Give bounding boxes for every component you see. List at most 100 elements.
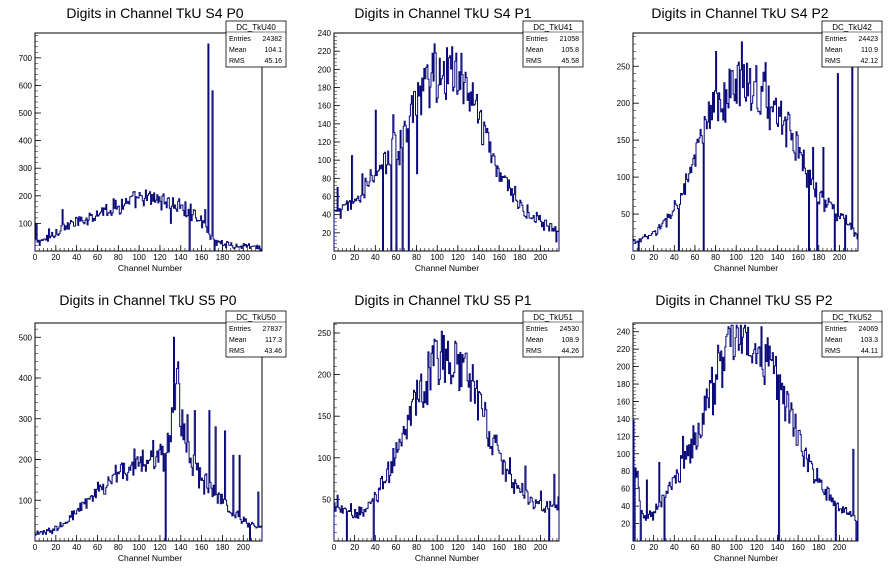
stats-name: DC_TkU40 <box>236 23 276 32</box>
y-tick-label: 200 <box>617 99 631 108</box>
y-tick-label: 250 <box>318 329 332 338</box>
x-tick-label: 100 <box>730 253 744 262</box>
stats-mean-label: Mean <box>825 337 843 344</box>
y-tick-label: 200 <box>19 192 33 201</box>
y-tick-label: 300 <box>19 415 33 424</box>
stats-mean-label: Mean <box>229 337 247 344</box>
x-tick-label: 0 <box>332 543 337 552</box>
y-tick-label: 20 <box>322 229 331 238</box>
x-tick-label: 180 <box>513 543 527 552</box>
x-tick-label: 20 <box>350 543 359 552</box>
y-tick-label: 150 <box>617 136 631 145</box>
y-tick-label: 40 <box>621 502 630 511</box>
y-tick-label: 100 <box>318 454 332 463</box>
y-tick-label: 120 <box>318 138 332 147</box>
x-axis-label: Channel Number <box>118 553 182 563</box>
x-tick-label: 0 <box>332 253 337 262</box>
y-tick-label: 220 <box>617 345 631 354</box>
y-tick-label: 150 <box>318 412 332 421</box>
stats-box <box>821 310 883 358</box>
x-tick-label: 80 <box>412 543 421 552</box>
plot-frame <box>333 322 560 542</box>
x-tick-label: 160 <box>791 543 805 552</box>
x-tick-label: 180 <box>513 253 527 262</box>
histogram-line <box>34 336 263 542</box>
x-tick-label: 40 <box>72 543 81 552</box>
x-tick-label: 160 <box>195 253 209 262</box>
y-tick-label: 250 <box>617 62 631 71</box>
stats-mean-value: 110.9 <box>861 47 878 54</box>
x-tick-label: 120 <box>153 253 167 262</box>
x-tick-label: 20 <box>649 253 658 262</box>
y-tick-label: 300 <box>19 164 33 173</box>
stats-rms-label: RMS <box>526 58 542 65</box>
x-axis-label: Channel Number <box>415 553 479 563</box>
x-tick-label: 40 <box>670 543 679 552</box>
histogram-line <box>34 43 263 252</box>
y-tick-label: 100 <box>19 219 33 228</box>
y-tick-label: 60 <box>621 485 630 494</box>
histogram-panel: Digits in Channel TkU S5 P0 0 20 40 60 80 100 1… <box>19 292 287 563</box>
x-tick-label: 120 <box>451 543 465 552</box>
stats-box <box>225 310 287 358</box>
stats-entries-label: Entries <box>825 326 847 333</box>
stats-entries-value: 24382 <box>263 36 283 43</box>
x-tick-label: 60 <box>690 253 699 262</box>
stats-entries-label: Entries <box>229 326 251 333</box>
stats-rms-label: RMS <box>825 58 841 65</box>
stats-rms-label: RMS <box>825 348 841 355</box>
y-tick-label: 220 <box>318 47 332 56</box>
stats-mean-label: Mean <box>526 47 544 54</box>
x-tick-label: 80 <box>412 253 421 262</box>
stats-box <box>522 20 584 68</box>
x-tick-label: 180 <box>812 253 826 262</box>
chart-title: Digits in Channel TkU S4 P2 <box>651 5 828 21</box>
stats-entries-label: Entries <box>825 36 847 43</box>
y-tick-label: 100 <box>617 173 631 182</box>
stats-entries-label: Entries <box>526 36 548 43</box>
chart-title: Digits in Channel TkU S4 P1 <box>354 5 531 21</box>
y-tick-label: 200 <box>318 65 332 74</box>
y-tick-label: 80 <box>621 467 630 476</box>
x-tick-label: 0 <box>631 543 636 552</box>
y-tick-label: 180 <box>617 380 631 389</box>
x-tick-label: 140 <box>174 543 188 552</box>
x-tick-label: 180 <box>812 543 826 552</box>
histogram-panel: Digits in Channel TkU S5 P2 0 20 40 60 80 100 1… <box>617 292 883 563</box>
y-tick-label: 500 <box>19 333 33 342</box>
stats-mean-value: 105.8 <box>561 47 579 54</box>
stats-rms-label: RMS <box>526 348 542 355</box>
x-tick-label: 60 <box>93 543 102 552</box>
plot-frame <box>34 32 263 252</box>
stats-box <box>522 310 584 358</box>
stats-mean-value: 104.1 <box>264 47 282 54</box>
y-tick-label: 200 <box>617 363 631 372</box>
stats-name: DC_TkU52 <box>832 313 872 322</box>
stats-entries-label: Entries <box>229 36 251 43</box>
x-tick-label: 60 <box>690 543 699 552</box>
y-tick-label: 100 <box>318 156 332 165</box>
x-tick-label: 100 <box>730 543 744 552</box>
x-tick-label: 40 <box>72 253 81 262</box>
x-axis-label: Channel Number <box>415 263 479 273</box>
histogram-line <box>632 324 859 542</box>
stats-name: DC_TkU50 <box>236 313 276 322</box>
x-tick-label: 80 <box>711 253 720 262</box>
y-tick-label: 140 <box>318 120 332 129</box>
y-tick-label: 120 <box>617 432 631 441</box>
histogram-line <box>333 43 560 252</box>
histogram-panel: Digits in Channel TkU S4 P1 0 20 40 60 80 100 1… <box>318 5 584 273</box>
y-tick-label: 200 <box>318 371 332 380</box>
x-tick-label: 20 <box>51 543 60 552</box>
y-tick-label: 400 <box>19 374 33 383</box>
x-tick-label: 200 <box>237 253 251 262</box>
stats-entries-value: 21058 <box>560 36 580 43</box>
stats-entries-label: Entries <box>526 326 548 333</box>
y-tick-label: 180 <box>318 84 332 93</box>
x-axis-label: Channel Number <box>714 263 778 273</box>
x-axis-label: Channel Number <box>118 263 182 273</box>
plot-frame <box>34 322 263 542</box>
y-tick-label: 160 <box>617 397 631 406</box>
stats-entries-value: 27837 <box>263 326 283 333</box>
